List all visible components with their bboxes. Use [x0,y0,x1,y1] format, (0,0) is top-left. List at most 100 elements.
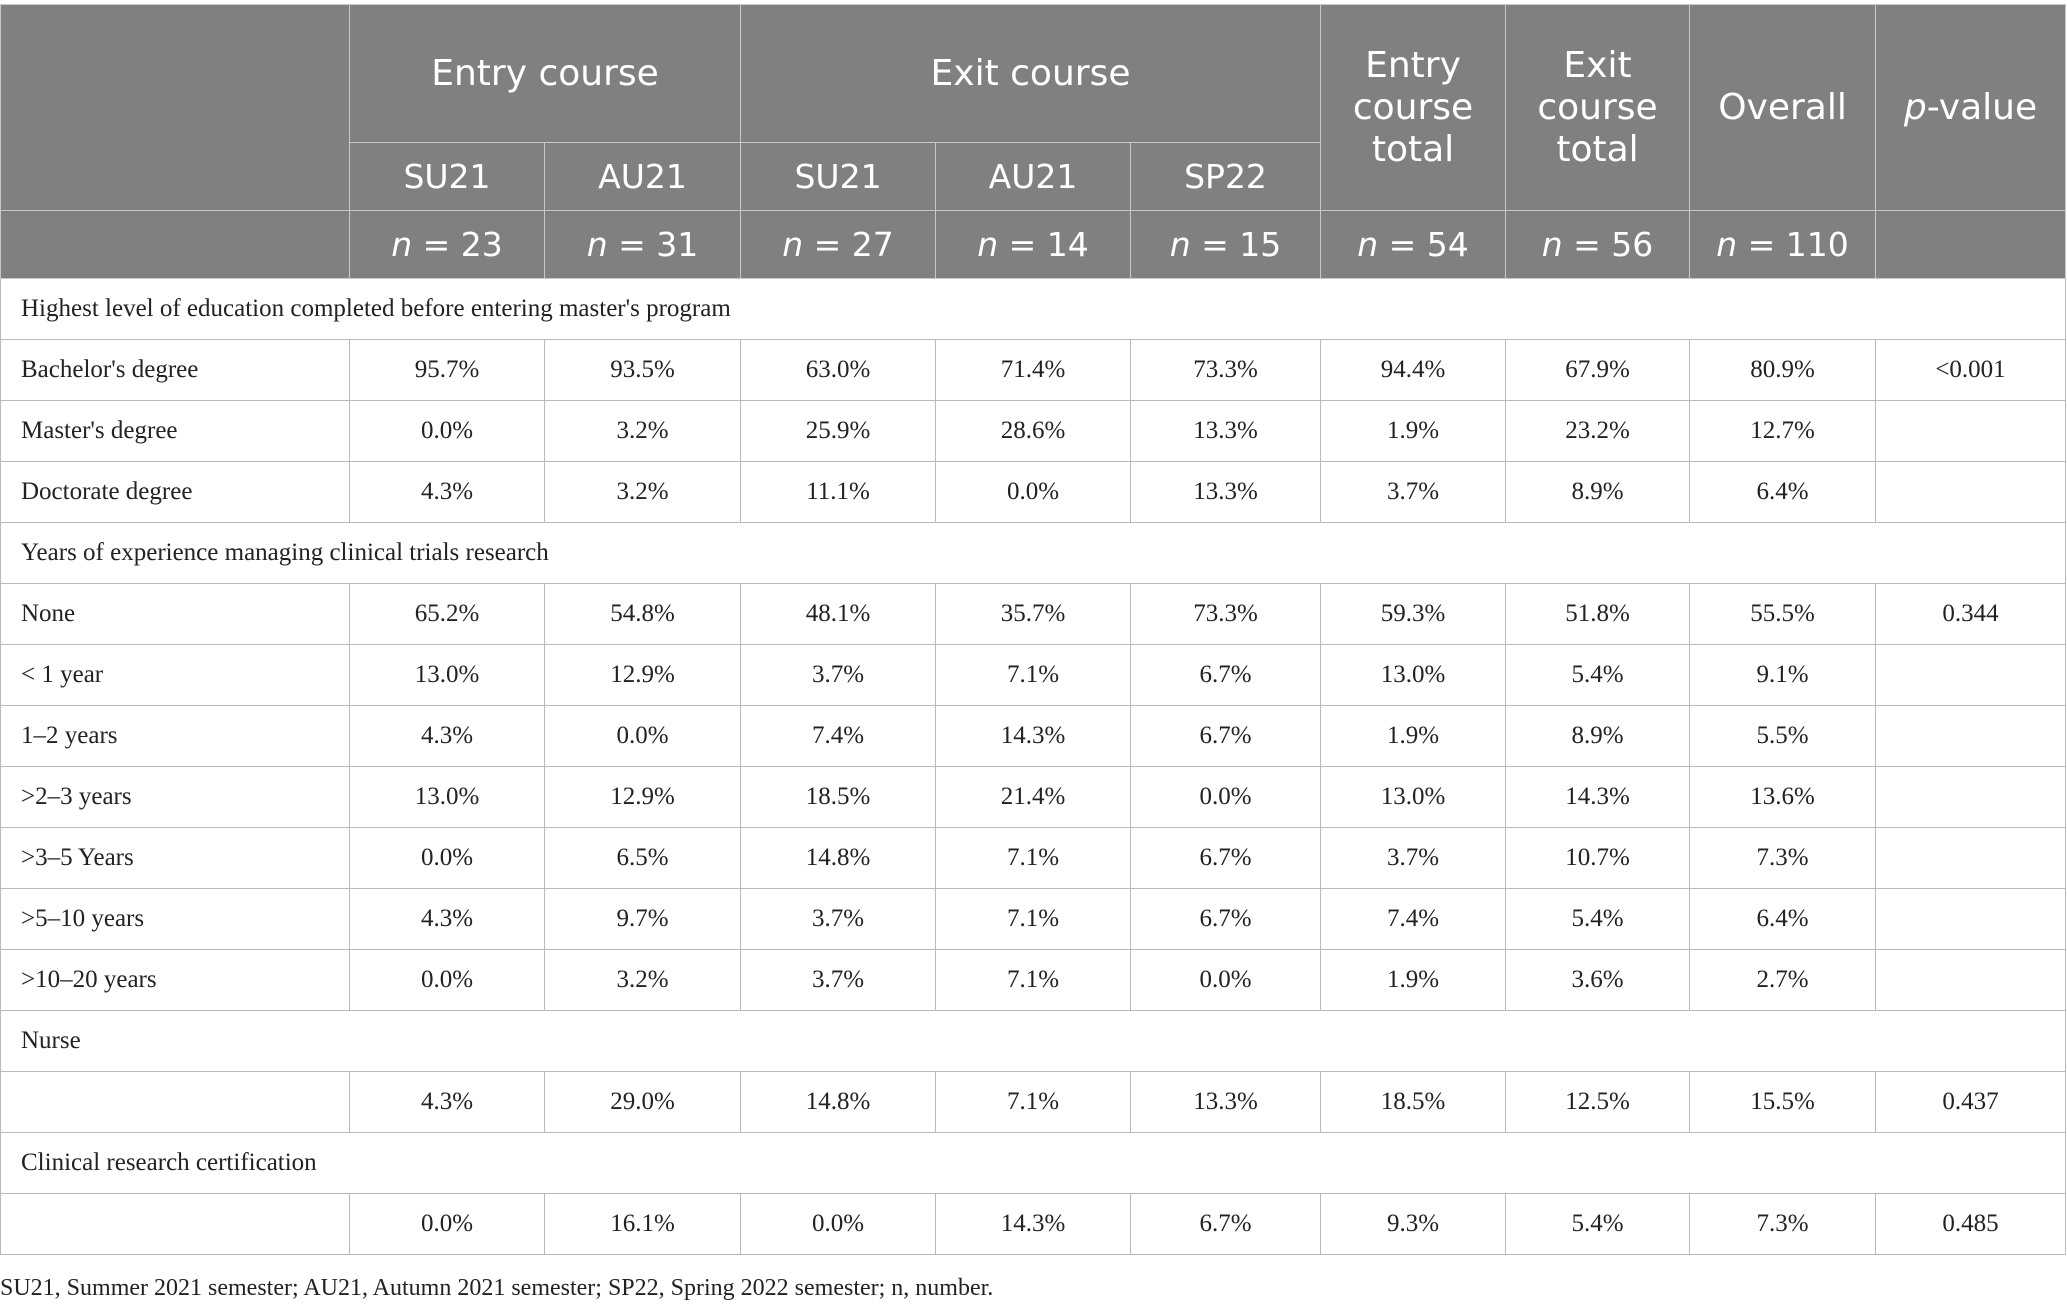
header-semester: AU21 [543,142,742,211]
data-table: Entry course Exit course Entry course to… [0,4,2067,1255]
value-cell: 7.1% [935,827,1132,889]
p-value-suffix: -value [1926,86,2038,128]
value-cell: 95.7% [349,339,545,401]
value-cell: 7.3% [1689,827,1877,889]
header-n-cell: n = 56 [1505,210,1691,279]
value-cell: 7.4% [740,705,937,767]
n-value: 110 [1785,225,1849,264]
n-value: 14 [1046,225,1089,264]
section-row: Highest level of education completed bef… [0,278,2067,340]
table-row: >3–5 Years 0.0% 6.5% 14.8% 7.1% 6.7% 3.7% 10.7%… [0,827,2067,889]
header-overall: Overall [1689,4,1877,211]
value-cell: 63.0% [740,339,937,401]
row-label: 1–2 years [0,705,350,767]
table-row: Bachelor's degree 95.7% 93.5% 63.0% 71.4% 73.… [0,339,2067,401]
value-cell: 21.4% [935,766,1132,828]
p-value-cell [1875,400,2067,462]
value-cell: 13.3% [1130,400,1322,462]
p-value-cell [1875,949,2067,1011]
header-n-blank [1875,210,2067,279]
value-cell: 65.2% [349,583,545,645]
value-cell: 9.3% [1320,1193,1507,1255]
header-semester: SU21 [349,142,545,211]
value-cell: 7.4% [1320,888,1507,950]
table-header: Entry course Exit course Entry course to… [0,4,2067,279]
value-cell: 71.4% [935,339,1132,401]
value-cell: 5.4% [1505,1193,1691,1255]
p-value-cell [1875,888,2067,950]
value-cell: 67.9% [1505,339,1691,401]
value-cell: 3.7% [740,644,937,706]
value-cell: 7.1% [935,888,1132,950]
value-cell: 5.4% [1505,888,1691,950]
header-n-cell: n = 14 [935,210,1132,279]
value-cell: 54.8% [543,583,742,645]
value-cell: 4.3% [349,705,545,767]
table-row: 1–2 years 4.3% 0.0% 7.4% 14.3% 6.7% 1.9% 8.9% 5.… [0,705,2067,767]
header-n-cell: n = 31 [543,210,742,279]
header-n-blank [0,210,350,279]
table-body: Highest level of education completed bef… [0,278,2067,1255]
value-cell: 6.7% [1130,888,1322,950]
row-label [0,1071,350,1133]
table-row: Doctorate degree 4.3% 3.2% 11.1% 0.0% 13.3% 3.… [0,461,2067,523]
value-cell: 0.0% [349,949,545,1011]
n-value: 31 [656,225,699,264]
p-value-cell [1875,766,2067,828]
value-cell: 73.3% [1130,583,1322,645]
n-value: 54 [1426,225,1469,264]
value-cell: 94.4% [1320,339,1507,401]
value-cell: 18.5% [1320,1071,1507,1133]
header-semester: SP22 [1130,142,1322,211]
p-value-cell: 0.344 [1875,583,2067,645]
value-cell: 7.3% [1689,1193,1877,1255]
n-value: 15 [1239,225,1282,264]
row-label: >5–10 years [0,888,350,950]
n-symbol: n [391,225,413,264]
value-cell: 18.5% [740,766,937,828]
header-exit-course-total: Exit course total [1505,4,1691,211]
section-title: Highest level of education completed bef… [0,278,2067,340]
table-row: < 1 year 13.0% 12.9% 3.7% 7.1% 6.7% 13.0% 5.4% 9… [0,644,2067,706]
section-row: Clinical research certification [0,1132,2067,1194]
table-row: 4.3% 29.0% 14.8% 7.1% 13.3% 18.5% 12.5% 15.5% 0.… [0,1071,2067,1133]
value-cell: 48.1% [740,583,937,645]
p-value-cell [1875,705,2067,767]
table-row: >5–10 years 4.3% 9.7% 3.7% 7.1% 6.7% 7.4% 5.4% 6… [0,888,2067,950]
section-row: Nurse [0,1010,2067,1072]
header-blank-cell [0,4,350,211]
n-symbol: n [977,225,999,264]
value-cell: 2.7% [1689,949,1877,1011]
value-cell: 0.0% [349,400,545,462]
value-cell: 28.6% [935,400,1132,462]
value-cell: 6.4% [1689,461,1877,523]
table-row: 0.0% 16.1% 0.0% 14.3% 6.7% 9.3% 5.4% 7.3% 0.485 [0,1193,2067,1255]
n-symbol: n [1716,225,1738,264]
value-cell: 0.0% [1130,766,1322,828]
header-n-cell: n = 23 [349,210,545,279]
p-value-cell [1875,644,2067,706]
value-cell: 3.7% [740,949,937,1011]
value-cell: 9.7% [543,888,742,950]
value-cell: 9.1% [1689,644,1877,706]
header-entry-course: Entry course [348,4,742,143]
value-cell: 13.6% [1689,766,1877,828]
value-cell: 10.7% [1505,827,1691,889]
value-cell: 6.7% [1130,644,1322,706]
value-cell: 16.1% [543,1193,742,1255]
value-cell: 14.3% [935,1193,1132,1255]
n-symbol: n [586,225,608,264]
value-cell: 13.0% [349,766,545,828]
value-cell: 59.3% [1320,583,1507,645]
value-cell: 11.1% [740,461,937,523]
row-label: Doctorate degree [0,461,350,523]
header-n-cell: n = 110 [1689,210,1877,279]
value-cell: 7.1% [935,949,1132,1011]
value-cell: 0.0% [935,461,1132,523]
header-semester: AU21 [935,142,1132,211]
value-cell: 0.0% [1130,949,1322,1011]
value-cell: 4.3% [349,1071,545,1133]
value-cell: 0.0% [349,1193,545,1255]
value-cell: 0.0% [349,827,545,889]
p-value-italic: p [1903,86,1927,128]
